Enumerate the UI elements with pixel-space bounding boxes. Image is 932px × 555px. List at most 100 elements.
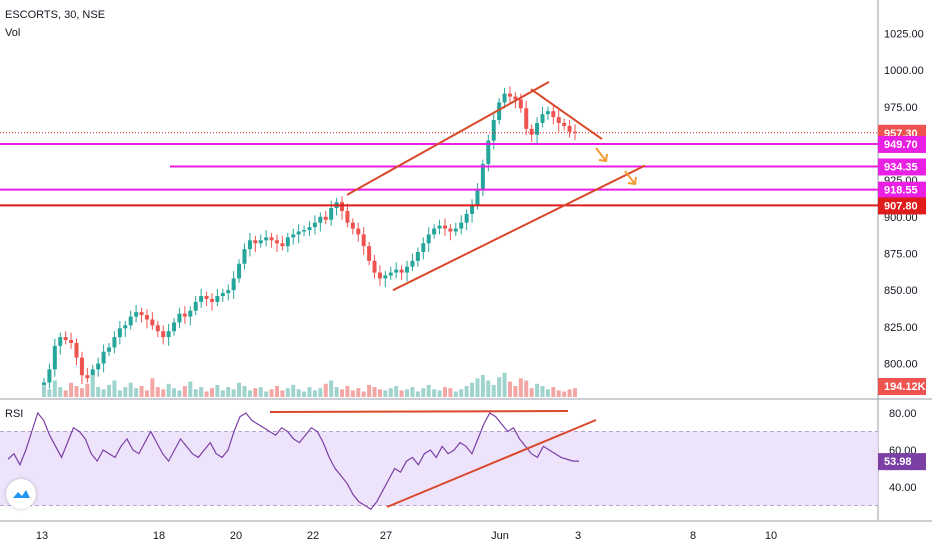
candle-body (269, 237, 274, 241)
volume-bar (491, 384, 496, 397)
volume-bar (123, 387, 128, 397)
candle-body (63, 337, 68, 341)
volume-bar (383, 390, 388, 397)
volume-bar (47, 389, 52, 397)
volume-bar (361, 391, 366, 397)
volume-bar (166, 383, 171, 397)
candle-body (220, 293, 225, 297)
candle-body (318, 216, 323, 223)
time-tick-label: 13 (36, 530, 48, 542)
candle-body (513, 96, 518, 100)
candle-body (329, 208, 334, 220)
candle-body (101, 351, 106, 364)
candle-body (448, 228, 453, 232)
volume-bar (545, 389, 550, 397)
level-badge-bg (878, 181, 926, 199)
time-tick-label: 27 (380, 530, 392, 542)
volume-bar (52, 380, 57, 397)
rsi-support-trendline (386, 419, 597, 508)
volume-bar (535, 383, 540, 397)
candle-body (399, 269, 404, 273)
volume-bar (242, 386, 247, 397)
volume-bar (459, 389, 464, 397)
level-badge-bg (878, 197, 926, 215)
volume-bar (182, 386, 187, 397)
volume-bar (231, 389, 236, 397)
volume-bar (155, 387, 160, 397)
candle-body (280, 243, 285, 247)
volume-bar (74, 386, 79, 397)
volume-bar (237, 382, 242, 397)
candle-body (215, 296, 220, 302)
volume-bar (226, 387, 231, 397)
volume-bar (79, 388, 84, 397)
rsi-label: RSI (5, 408, 24, 420)
candle-body (562, 122, 567, 126)
candle-body (199, 296, 204, 302)
level-badge: 907.80 (884, 200, 918, 212)
volume-bar (101, 389, 106, 397)
price-tick-label: 875.00 (884, 249, 918, 261)
rsi-band (0, 431, 878, 506)
tradingview-logo-icon[interactable] (6, 479, 36, 509)
candle-body (535, 122, 540, 135)
volume-bar (323, 383, 328, 397)
volume-bar (415, 391, 420, 397)
volume-bar (367, 384, 372, 397)
volume-badge-bg (878, 378, 926, 395)
candle-body (518, 99, 523, 109)
candle-body (432, 228, 437, 235)
candle-body (307, 227, 312, 231)
volume-bar (215, 384, 220, 397)
volume-bar (204, 391, 209, 397)
volume-bar (410, 387, 415, 397)
candle-body (491, 120, 496, 141)
volume-bar (567, 389, 572, 397)
volume-bar (107, 384, 112, 397)
candle-body (415, 252, 420, 261)
volume-bar (448, 388, 453, 397)
volume-bar (562, 391, 567, 397)
candle-body (237, 263, 242, 279)
candle-body (421, 243, 426, 253)
candle-body (361, 234, 366, 247)
candle-body (96, 363, 101, 370)
volume-bar (334, 387, 339, 397)
volume-bar (150, 378, 155, 397)
time-tick-label: 8 (690, 530, 696, 542)
candle-body (128, 316, 133, 326)
volume-bar (188, 381, 193, 397)
descending-trendline (530, 88, 603, 140)
candle-body (345, 210, 350, 223)
candle-body (426, 234, 431, 244)
candle-body (464, 213, 469, 223)
volume-bar (318, 388, 323, 397)
volume-bar (69, 382, 74, 397)
candle-body (247, 240, 252, 250)
price-tick-label: 850.00 (884, 285, 918, 297)
volume-bar (437, 390, 442, 397)
rsi-line (7, 411, 580, 510)
candle-body (356, 228, 361, 235)
candle-body (372, 260, 377, 273)
volume-bar (442, 387, 447, 397)
volume-bar (540, 386, 545, 397)
candle-body (134, 312, 139, 317)
volume-bar (285, 388, 290, 397)
volume-bar (573, 388, 577, 397)
candle-body (459, 222, 464, 229)
volume-bar (524, 380, 529, 397)
price-tick-label: 800.00 (884, 359, 918, 371)
candle-body (264, 237, 269, 241)
volume-bar (388, 388, 393, 397)
volume-bar (63, 390, 68, 397)
volume-bar (302, 391, 307, 397)
volume-bar (480, 375, 485, 397)
volume-bar (274, 386, 279, 397)
time-tick-label: 22 (307, 530, 319, 542)
volume-bar (551, 387, 556, 397)
volume-bar (144, 390, 149, 397)
volume-bar (556, 390, 561, 397)
candle-body (291, 234, 296, 238)
